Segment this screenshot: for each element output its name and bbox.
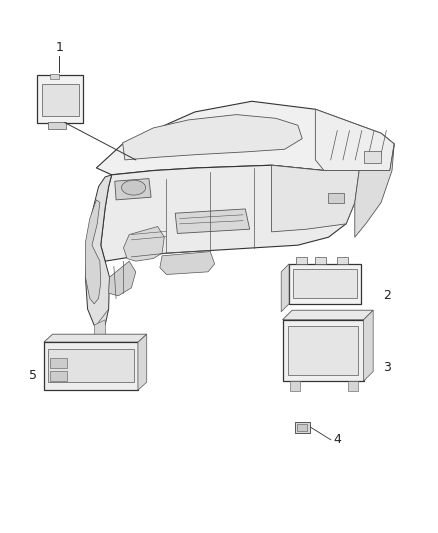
FancyBboxPatch shape — [48, 122, 66, 129]
FancyBboxPatch shape — [337, 257, 348, 264]
FancyBboxPatch shape — [42, 84, 79, 116]
FancyBboxPatch shape — [44, 342, 138, 390]
FancyBboxPatch shape — [48, 349, 134, 382]
FancyBboxPatch shape — [290, 381, 300, 391]
Polygon shape — [272, 165, 359, 232]
FancyBboxPatch shape — [288, 326, 358, 375]
FancyBboxPatch shape — [293, 269, 357, 298]
Polygon shape — [44, 334, 147, 342]
Ellipse shape — [121, 180, 145, 195]
FancyBboxPatch shape — [328, 193, 344, 203]
Polygon shape — [115, 179, 151, 200]
FancyBboxPatch shape — [50, 358, 67, 368]
FancyBboxPatch shape — [289, 264, 361, 304]
Text: 1: 1 — [56, 42, 63, 54]
FancyBboxPatch shape — [37, 75, 83, 123]
Polygon shape — [85, 200, 101, 304]
FancyBboxPatch shape — [315, 257, 326, 264]
FancyBboxPatch shape — [297, 424, 307, 431]
Polygon shape — [283, 310, 373, 320]
FancyBboxPatch shape — [283, 320, 364, 381]
Polygon shape — [124, 227, 164, 261]
Polygon shape — [109, 261, 136, 296]
FancyBboxPatch shape — [348, 381, 358, 391]
Text: 3: 3 — [383, 361, 391, 374]
Polygon shape — [315, 109, 394, 171]
FancyBboxPatch shape — [364, 151, 381, 163]
Text: 5: 5 — [29, 369, 37, 382]
FancyBboxPatch shape — [295, 422, 310, 433]
Polygon shape — [101, 165, 359, 261]
FancyBboxPatch shape — [50, 371, 67, 381]
Polygon shape — [175, 209, 250, 233]
Polygon shape — [85, 175, 112, 330]
Polygon shape — [355, 144, 394, 237]
Polygon shape — [281, 264, 289, 312]
Text: 4: 4 — [333, 433, 341, 446]
Polygon shape — [138, 334, 147, 390]
Polygon shape — [160, 252, 215, 274]
Polygon shape — [123, 115, 302, 160]
Polygon shape — [96, 101, 394, 175]
FancyBboxPatch shape — [50, 74, 59, 79]
Polygon shape — [364, 310, 373, 381]
Polygon shape — [94, 320, 106, 344]
Text: 2: 2 — [383, 289, 391, 302]
FancyBboxPatch shape — [296, 257, 307, 264]
